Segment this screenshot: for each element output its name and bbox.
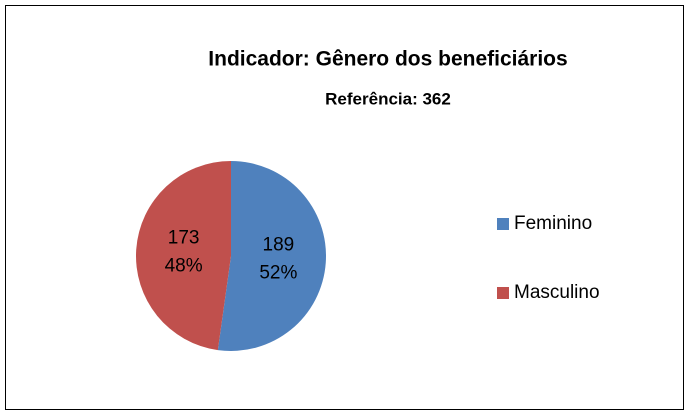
percent-label: 48% (165, 256, 203, 277)
data-label: 189 (263, 234, 295, 255)
pie-slice (136, 161, 231, 351)
pie-slice (217, 161, 327, 352)
chart-border (5, 5, 684, 410)
legend-label: Feminino (514, 213, 592, 234)
data-label: 173 (168, 228, 200, 249)
chart-title: Indicador: Gênero dos beneficiários (208, 48, 567, 71)
chart-subtitle: Referência: 362 (325, 89, 451, 108)
legend-swatch (497, 287, 509, 299)
percent-label: 52% (259, 262, 297, 283)
legend-label: Masculino (514, 282, 600, 303)
legend-swatch (497, 218, 509, 230)
